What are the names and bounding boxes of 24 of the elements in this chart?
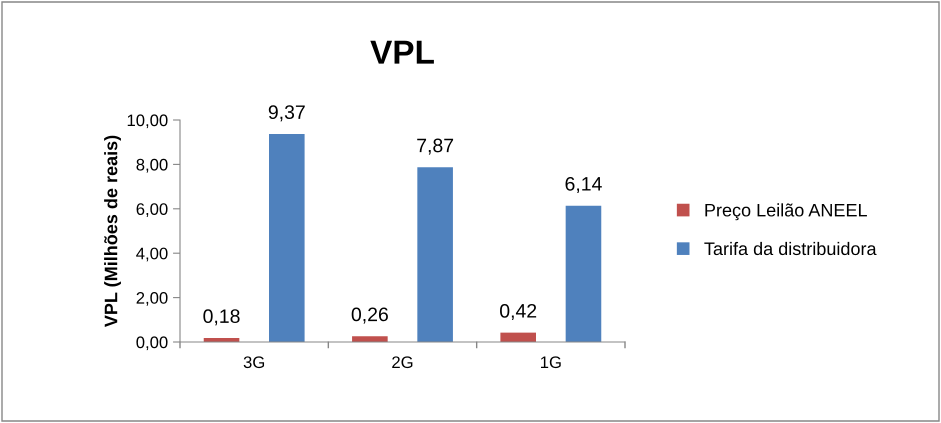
data-label: 7,87	[417, 138, 454, 155]
data-label: 6,14	[566, 176, 602, 194]
x-tick-label: 3G	[244, 356, 264, 368]
data-label: 0,26	[352, 308, 388, 324]
y-tick-label: 0,00	[136, 336, 168, 350]
legend-label: Tarifa da distribuidora	[704, 242, 877, 256]
data-label: 0,18	[203, 309, 240, 326]
bar	[500, 332, 536, 342]
data-label: 0,42	[500, 304, 536, 320]
y-tick-label: 8,00	[136, 158, 168, 173]
x-tick-label: 1G	[540, 356, 561, 368]
y-tick-label: 10,00	[128, 114, 168, 128]
y-tick-label: 4,00	[136, 248, 168, 262]
bar	[566, 206, 602, 342]
legend-label: Preço Leilão ANEEL	[705, 203, 867, 220]
chart-title: VPL	[370, 40, 434, 64]
bar	[269, 134, 305, 342]
data-label: 9,37	[268, 105, 305, 122]
bar	[352, 336, 388, 342]
x-tick-label: 2G	[392, 356, 412, 368]
y-tick-label: 6,00	[136, 203, 168, 217]
bar	[417, 167, 453, 342]
y-tick-label: 2,00	[136, 292, 168, 306]
y-axis-title: VPL (Milhões de reais)	[104, 136, 121, 328]
